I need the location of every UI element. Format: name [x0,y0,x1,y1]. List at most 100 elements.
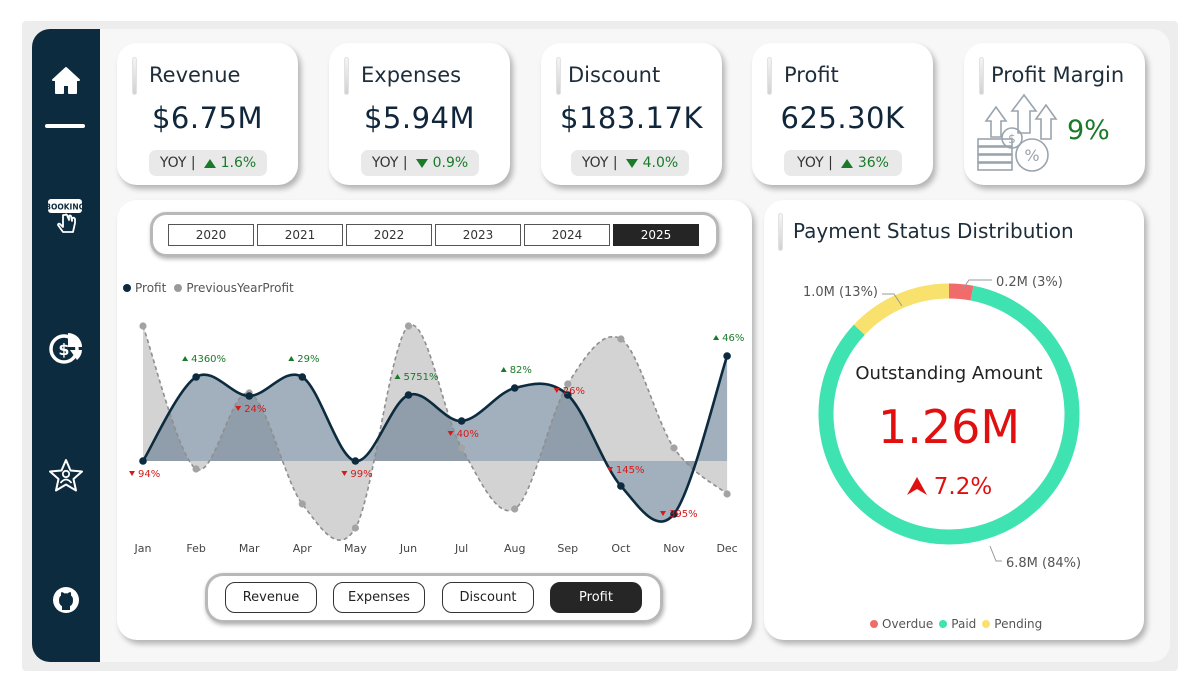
sidebar [32,29,100,662]
nav-finance[interactable]: $ [32,329,100,367]
change-value: 4360% [191,354,226,365]
metric-button-expenses[interactable]: Expenses [333,582,425,613]
metric-slicer: Revenue Expenses Discount Profit [205,573,663,623]
previous-point-may [351,524,359,532]
profit-area [143,356,728,522]
yoy-change: 4.0% [642,155,679,171]
previous-point-feb [192,465,200,473]
outstanding-change: 7.2% [764,474,1134,500]
change-value: 395% [669,509,698,520]
yoy-change: 1.6% [220,155,257,171]
change-label-jan: 94% [129,469,160,480]
x-tick-oct: Oct [611,542,631,555]
profit-point-jun [404,391,413,399]
change-value: 40% [457,429,479,440]
metric-button-revenue[interactable]: Revenue [225,582,317,613]
yoy-badge: YOY | 4.0% [571,150,689,176]
profit-point-jul [457,417,466,425]
legend-dot-profit [123,284,131,292]
x-tick-aug: Aug [504,542,525,555]
kpi-value: $6.75M [151,101,264,135]
arrow-up-icon [288,356,295,361]
change-label-apr: 29% [288,354,320,365]
kpi-accent-bar [344,57,349,95]
svg-text:%: % [1024,146,1039,165]
profit-margin-value: 9% [1067,115,1110,146]
profit-point-mar [245,392,253,400]
star-user-icon [49,459,83,492]
x-tick-dec: Dec [716,542,737,555]
change-label-mar: 24% [235,404,266,415]
leader-line-pending [882,293,903,307]
arrow-up-icon [500,367,507,372]
x-tick-jun: Jun [399,542,417,555]
previous-point-sep [564,380,572,388]
leader-line-overdue [961,279,992,291]
nav-booking[interactable]: BOOKING [32,196,100,236]
chart-legend: Profit PreviousYearProfit [123,281,294,295]
year-button-2021[interactable]: 2021 [257,224,343,246]
year-button-2025[interactable]: 2025 [613,224,699,246]
change-value: 145% [616,465,645,476]
metric-button-discount[interactable]: Discount [442,582,534,613]
profit-line [141,355,729,523]
legend-label-pending: Pending [994,617,1043,631]
yoy-change: 36% [857,155,889,171]
legend-label-previous: PreviousYearProfit [186,281,294,295]
yoy-label: YOY | [371,155,408,171]
legend-dot-overdue [870,620,878,628]
arrow-up-icon [182,356,189,361]
legend-dot-pending [982,620,991,628]
previous-point-apr [298,500,306,508]
donut-slice-paid [818,285,1080,545]
previous-point-nov [670,444,678,452]
year-button-2024[interactable]: 2024 [524,224,610,246]
github-icon [53,587,79,613]
previous-point-dec [723,490,731,498]
profit-point-may [351,457,360,465]
yoy-label: YOY | [797,155,833,171]
kpi-value: $5.94M [363,101,476,135]
arrow-down-icon [341,471,348,476]
nav-home[interactable] [32,64,100,96]
arrow-up-icon [713,335,720,340]
legend-label-paid: Paid [951,617,977,631]
outstanding-label: Outstanding Amount [855,363,1043,384]
previous-point-jun [404,322,413,330]
arrow-up-icon [840,158,853,168]
x-tick-may: May [344,542,367,555]
kpi-title: Revenue [149,63,241,87]
metric-button-profit[interactable]: Profit [550,582,642,613]
legend-label-overdue: Overdue [882,617,934,631]
legend-dot-previous [174,284,183,292]
nav-github[interactable] [32,586,100,614]
kpi-card-expenses: Expenses $5.94M YOY | 0.9% [329,43,510,185]
arrow-down-icon [447,431,454,436]
payment-donut-chart: 0.2M (3%) 6.8M (84%) 1.0M (13%) [803,275,1081,571]
change-label-dec: 46% [713,333,744,344]
yoy-change: 0.9% [432,155,469,171]
card-accent-bar [778,213,783,251]
active-nav-indicator [45,124,85,128]
year-button-2022[interactable]: 2022 [346,224,432,246]
change-label-jun: 5751% [394,372,438,383]
outstanding-value: 1.26M [877,400,1021,454]
change-value: 82% [510,365,532,376]
kpi-title: Discount [568,63,661,87]
booking-icon: BOOKING [46,199,85,233]
kpi-value: 625.30K [780,101,905,135]
profit-point-oct [617,482,625,490]
kpi-accent-bar [556,57,561,95]
donut-label-paid: 6.8M (84%) [1006,556,1081,571]
year-button-2023[interactable]: 2023 [435,224,521,246]
nav-rating[interactable] [32,458,100,494]
arrow-down-icon [415,158,428,168]
change-label-nov: 395% [660,509,698,520]
yoy-label: YOY | [581,155,618,171]
profit-point-feb [192,373,200,381]
profit-point-nov [670,510,678,518]
year-button-2020[interactable]: 2020 [168,224,254,246]
change-label-sep: 26% [553,386,585,397]
donut-label-overdue: 0.2M (3%) [996,275,1063,290]
change-label-oct: 145% [606,465,645,476]
